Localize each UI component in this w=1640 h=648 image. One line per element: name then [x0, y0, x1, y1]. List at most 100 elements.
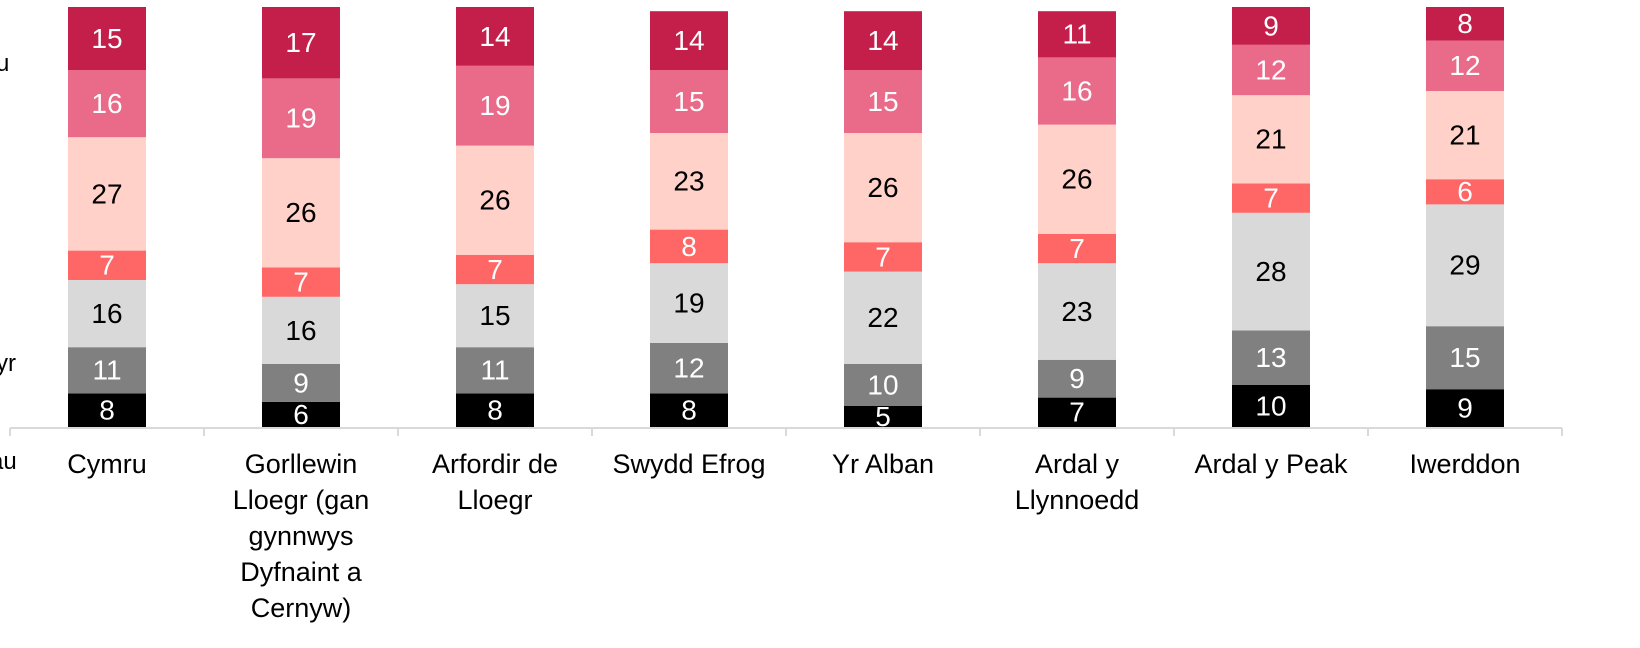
data-label: 12 — [673, 353, 704, 384]
bar-segment — [650, 70, 728, 133]
data-label: 17 — [285, 27, 316, 58]
data-label: 10 — [1255, 390, 1286, 421]
data-label: 7 — [1069, 233, 1085, 264]
bar-segment — [456, 7, 534, 66]
bar-segment — [1426, 40, 1504, 91]
data-label: 21 — [1255, 124, 1286, 155]
data-label: 26 — [1061, 164, 1092, 195]
data-label: 11 — [92, 355, 121, 386]
data-label: 26 — [867, 172, 898, 203]
bar-segment — [1426, 389, 1504, 427]
bar-segment — [262, 401, 340, 427]
data-label: 28 — [1255, 256, 1286, 287]
bar-segment — [1232, 183, 1310, 213]
data-label: 8 — [681, 231, 697, 262]
bar-segment — [1232, 212, 1310, 331]
data-label: 19 — [479, 90, 510, 121]
data-label: 29 — [1449, 250, 1480, 281]
bar-segment — [1232, 7, 1310, 45]
bar-segment — [844, 242, 922, 272]
data-label: 10 — [867, 369, 898, 400]
data-label: 11 — [480, 355, 509, 386]
bar-segment — [1426, 91, 1504, 180]
bar-segment — [650, 393, 728, 427]
data-label: 11 — [1062, 19, 1091, 50]
data-label: 8 — [99, 395, 115, 426]
bar-segment — [1232, 95, 1310, 184]
cropped-label: yr — [0, 350, 16, 377]
bar-segment — [1038, 233, 1116, 264]
bar-segment — [456, 254, 534, 285]
bar-segment — [1038, 263, 1116, 360]
bar-segment — [68, 393, 146, 427]
data-label: 13 — [1255, 342, 1286, 373]
bar-segment — [844, 271, 922, 364]
bar-segment — [456, 347, 534, 394]
bar-segment — [1426, 204, 1504, 327]
bar-segment — [1038, 124, 1116, 234]
bar-segment — [844, 133, 922, 243]
bar-segment — [456, 65, 534, 146]
bar-segment — [844, 364, 922, 406]
data-label: 15 — [1449, 342, 1480, 373]
bar-segment — [68, 280, 146, 348]
data-label: 9 — [1263, 10, 1279, 41]
data-label: 19 — [673, 287, 704, 318]
data-label: 8 — [1457, 8, 1473, 39]
data-label: 16 — [1061, 75, 1092, 106]
data-label: 26 — [285, 197, 316, 228]
bar-segment — [650, 11, 728, 70]
data-label: 7 — [1069, 397, 1085, 428]
bar-segment — [456, 145, 534, 255]
data-label: 7 — [99, 250, 115, 281]
data-label: 21 — [1449, 119, 1480, 150]
bar-segment — [262, 7, 340, 79]
bar-segment — [262, 78, 340, 159]
data-label: 14 — [673, 25, 704, 56]
data-label: 15 — [867, 86, 898, 117]
x-tick-label: Yr Alban — [831, 449, 935, 479]
data-label: 9 — [293, 367, 309, 398]
bar-segment — [68, 7, 146, 70]
bar-segment — [456, 284, 534, 348]
bar-segment — [262, 267, 340, 297]
bar-segment — [1038, 359, 1116, 398]
data-label: 12 — [1449, 50, 1480, 81]
bar-segment — [68, 250, 146, 280]
x-tick-label: Arfordir de Lloegr — [431, 449, 559, 515]
bar-segment — [1426, 179, 1504, 205]
data-label: 26 — [479, 185, 510, 216]
bar-segment — [1232, 385, 1310, 427]
data-label: 22 — [867, 302, 898, 333]
x-tick-label: Swydd Efrog — [612, 449, 766, 479]
bar-segment — [650, 229, 728, 264]
data-label: 15 — [91, 23, 122, 54]
data-label: 19 — [285, 103, 316, 134]
cropped-label: u — [0, 50, 10, 77]
data-label: 16 — [285, 315, 316, 346]
bar-segment — [68, 137, 146, 251]
bar-segment — [650, 263, 728, 343]
data-label: 7 — [487, 254, 503, 285]
data-label: 15 — [479, 300, 510, 331]
bar-segment — [650, 133, 728, 230]
bar-segment — [844, 11, 922, 70]
bar-segment — [68, 347, 146, 394]
data-label: 8 — [487, 395, 503, 426]
bar-segment — [844, 406, 922, 427]
data-label: 23 — [673, 166, 704, 197]
bar-segment — [1232, 44, 1310, 96]
bar-segment — [844, 70, 922, 133]
bar-segment — [456, 393, 534, 427]
x-tick-label: Gorllewin Lloegr (gan gynnwys Dyfnaint a… — [232, 449, 370, 623]
bar-segment — [1038, 11, 1116, 58]
bar-segment — [1038, 57, 1116, 125]
data-label: 7 — [293, 266, 309, 297]
data-label: 9 — [1457, 392, 1473, 423]
bar-segment — [262, 158, 340, 268]
data-label: 8 — [681, 395, 697, 426]
data-label: 9 — [1069, 363, 1085, 394]
data-label: 6 — [293, 399, 309, 430]
data-label: 7 — [875, 241, 891, 272]
